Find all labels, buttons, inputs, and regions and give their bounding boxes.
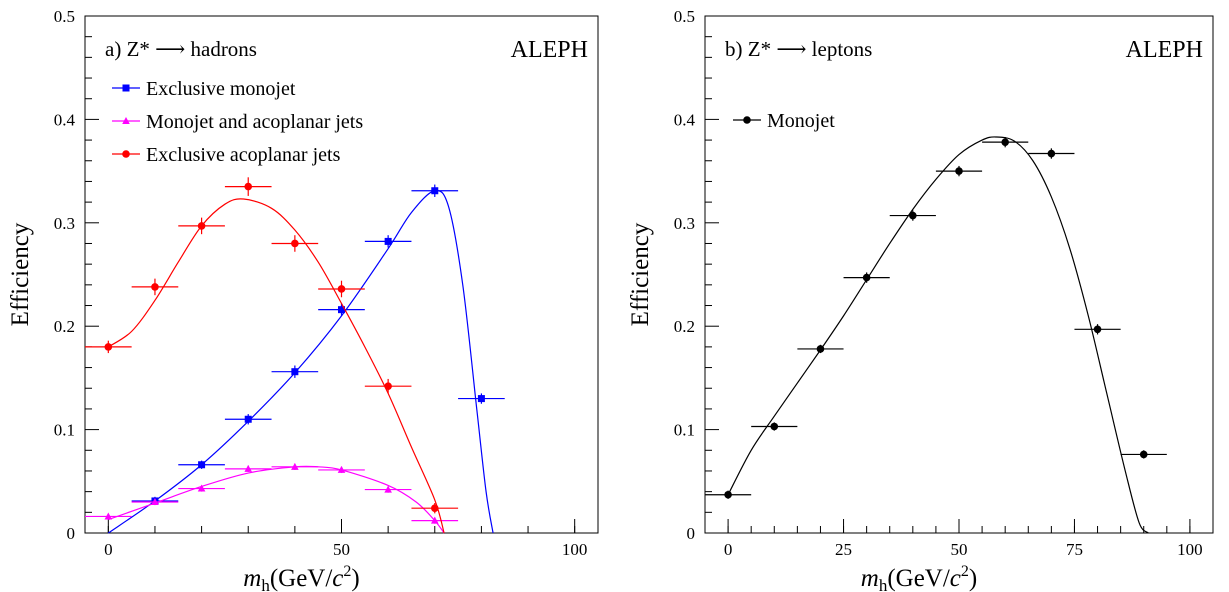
y-tick-label: 0: [687, 524, 696, 543]
x-tick-label: 25: [835, 540, 852, 559]
data-point: [1139, 450, 1148, 459]
y-tick-label: 0.4: [674, 110, 696, 129]
series-exclusive-acoplanar-jets: Exclusive acoplanar jets: [85, 144, 459, 534]
x-tick-label: 0: [724, 540, 733, 559]
data-point: [337, 285, 346, 293]
legend-marker: [122, 84, 130, 92]
y-tick-label: 0.4: [54, 110, 76, 129]
data-point: [337, 465, 346, 473]
y-tick-label: 0.2: [54, 317, 75, 336]
data-point: [1001, 138, 1009, 146]
x-tick-label: 0: [104, 540, 113, 559]
data-point: [338, 306, 345, 314]
data-point: [384, 382, 392, 390]
x-axis-label: mh(GeV/c2): [243, 563, 359, 592]
series-monojet: Monojet: [705, 110, 1167, 534]
data-point: [955, 167, 963, 175]
y-tick-label: 0.3: [674, 214, 695, 233]
data-point: [1047, 149, 1056, 158]
plot-frame: [704, 15, 1214, 534]
y-tick-label: 0.5: [54, 7, 75, 26]
fit-curve: [107, 189, 494, 534]
legend-label: Exclusive monojet: [146, 78, 296, 100]
fit-curve: [727, 136, 1149, 534]
panel-label: b) Z* ⟶ leptons: [725, 37, 872, 61]
data-point: [477, 395, 485, 403]
x-tick-label: 100: [1177, 540, 1203, 559]
data-point: [244, 464, 253, 472]
data-point: [197, 484, 206, 492]
data-point: [430, 516, 439, 524]
data-point: [104, 343, 113, 351]
y-tick-label: 0.1: [674, 421, 695, 440]
x-tick-label: 50: [333, 540, 350, 559]
data-point: [244, 415, 252, 423]
data-point: [244, 182, 253, 191]
legend-label: Monojet and acoplanar jets: [146, 111, 363, 133]
data-point: [104, 512, 113, 520]
y-tick-label: 0.1: [54, 421, 75, 440]
data-point: [151, 497, 159, 505]
data-point: [384, 485, 392, 493]
data-point: [909, 211, 917, 220]
data-point: [1093, 325, 1102, 334]
experiment-label: ALEPH: [511, 37, 588, 63]
data-point: [151, 283, 159, 291]
experiment-label: ALEPH: [1126, 37, 1203, 63]
data-point: [770, 422, 779, 431]
x-axis-label: mh(GeV/c2): [861, 563, 977, 592]
legend-marker: [743, 116, 751, 124]
x-tick-label: 50: [951, 540, 968, 559]
y-tick-label: 0.3: [54, 214, 75, 233]
x-tick-label: 75: [1066, 540, 1083, 559]
data-point: [430, 504, 439, 512]
series-monojet-and-acoplanar-jets: Monojet and acoplanar jets: [85, 111, 459, 534]
y-axis-label: Efficiency: [627, 222, 654, 326]
data-point: [862, 273, 871, 282]
data-point: [291, 462, 299, 470]
y-tick-label: 0: [67, 524, 76, 543]
legend-marker: [122, 150, 130, 158]
legend-label: Exclusive acoplanar jets: [146, 144, 341, 166]
data-point: [291, 368, 299, 376]
data-point: [291, 239, 299, 248]
data-point: [816, 345, 825, 353]
panel-b: 0 0.1 0.2 0.3 0.4 0.5 0 25 50 75 100 Efficiency mh(G…: [627, 7, 1214, 592]
fit-curve: [107, 198, 445, 534]
panel-label: a) Z* ⟶ hadrons: [105, 37, 257, 61]
y-axis-label: Efficiency: [7, 222, 34, 326]
series-exclusive-monojet: Exclusive monojet: [107, 78, 505, 534]
y-tick-label: 0.5: [674, 7, 695, 26]
legend-label: Monojet: [767, 110, 835, 132]
legend-marker: [122, 117, 130, 124]
x-tick-label: 100: [562, 540, 588, 559]
y-tick-label: 0.2: [674, 317, 695, 336]
data-point: [198, 461, 206, 469]
data-point: [724, 490, 732, 499]
panel-a: 0 0.1 0.2 0.3 0.4 0.5 0 50 100 Efficiency mh(GeV/c…: [7, 7, 599, 592]
data-point: [197, 222, 206, 230]
fit-curve: [108, 465, 445, 534]
data-point: [384, 237, 392, 245]
data-point: [431, 187, 439, 195]
